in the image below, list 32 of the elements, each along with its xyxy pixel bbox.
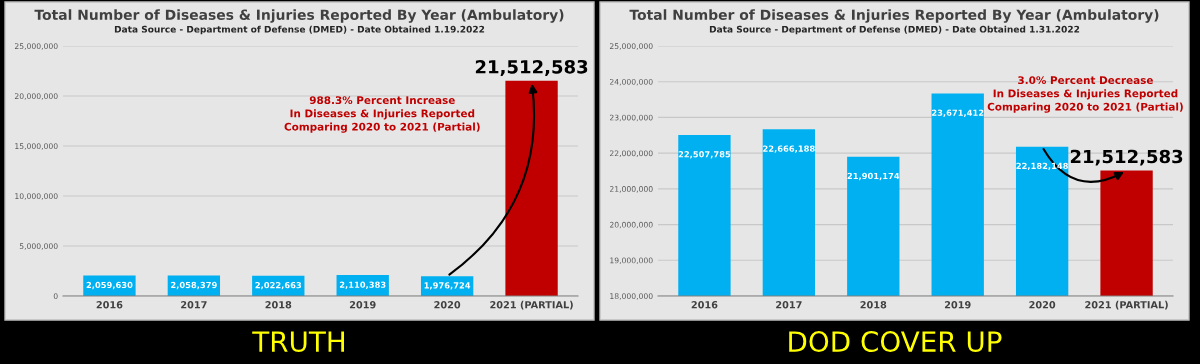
data-label: 23,671,412 [932, 109, 984, 117]
x-tick-label: 2017 [776, 301, 802, 309]
data-label: 2,110,383 [339, 281, 386, 289]
x-tick-label: 2016 [691, 301, 718, 309]
x-tick-label: 2019 [349, 301, 376, 309]
x-tick-label: 2020 [1029, 301, 1056, 309]
x-tick-label: 2016 [96, 301, 123, 309]
data-label: 2,058,379 [171, 281, 217, 290]
text: DOD COVER UP [789, 331, 1002, 353]
x-tick-label: 2019 [944, 301, 971, 309]
x-tick-label: 2017 [181, 301, 207, 309]
chart-subtitle: Data Source - Department of Defense (DMED) - Date Obtained 1.31.2022 [709, 25, 1080, 35]
chart-title: Total Number of Diseases & Injuries Reported By Year (Ambulatory) [34, 9, 564, 23]
data-label: 1,976,724 [424, 282, 471, 290]
data-label: 2,059,630 [86, 281, 133, 290]
chart-subtitle: Data Source - Department of Defense (DMED) - Date Obtained 1.19.2022 [114, 25, 485, 35]
data-label: 22,666,188 [763, 145, 815, 153]
x-tick-label: 2021 (PARTIAL) [1085, 300, 1168, 310]
x-tick-label: 2018 [265, 301, 292, 309]
data-label: 2,022,663 [255, 282, 302, 290]
data-label: 21,901,174 [847, 172, 900, 181]
x-tick-label: 2020 [434, 301, 461, 309]
text: TRUTH [252, 331, 344, 353]
chart-title: Total Number of Diseases & Injuries Reported By Year (Ambulatory) [629, 9, 1159, 23]
x-tick-label: 2018 [860, 301, 887, 309]
x-tick-label: 2021 (PARTIAL) [490, 300, 573, 310]
bar [505, 80, 558, 296]
data-label: 22,507,785 [678, 151, 731, 159]
data-label: 21,512,583 [475, 59, 588, 76]
data-label: 21,512,583 [1070, 149, 1183, 166]
annotation: 988.3% Percent Increase In Diseases & Injuries Reported Comparing 2020 to 2021 (Partial) [284, 96, 480, 133]
annotation: 3.0% Percent Decrease In Diseases & Injuries Reported Comparing 2020 to 2021 (Partial) [987, 76, 1183, 113]
